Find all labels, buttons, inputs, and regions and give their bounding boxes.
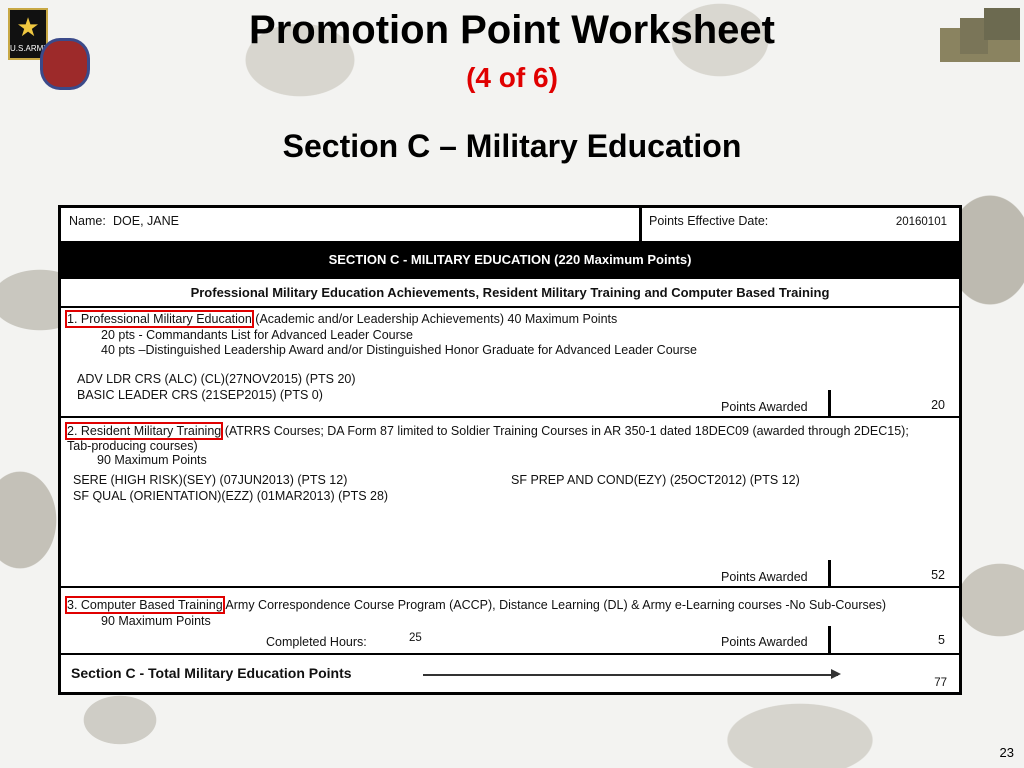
rmt-description: (ATRRS Courses; DA Form 87 limited to So… xyxy=(221,424,909,438)
pme-points: 20 xyxy=(931,398,945,412)
pme-rule-line: 40 pts –Distinguished Leadership Award a… xyxy=(101,343,697,357)
rmt-points: 52 xyxy=(931,568,945,582)
rmt-section: 2. Resident Military Training (ATRRS Cou… xyxy=(61,418,959,588)
cbt-title: 3. Computer Based Training xyxy=(65,596,225,614)
section-heading: Section C – Military Education xyxy=(282,128,742,164)
star-icon: ★ xyxy=(16,12,40,42)
section-header: SECTION C - MILITARY EDUCATION (220 Maxi… xyxy=(61,243,959,279)
total-label: Section C - Total Military Education Poi… xyxy=(71,665,352,681)
total-row: Section C - Total Military Education Poi… xyxy=(61,655,959,695)
cbt-section: 3. Computer Based Training Army Correspo… xyxy=(61,588,959,655)
hours-value: 25 xyxy=(409,632,422,644)
cbt-points: 5 xyxy=(938,633,945,647)
unit-crest-logo xyxy=(40,38,90,90)
name-label: Name: xyxy=(69,214,106,228)
cbt-max: 90 Maximum Points xyxy=(101,614,211,628)
logo-text: U.S.ARMY xyxy=(10,44,49,53)
slide-title: Promotion Point Worksheet xyxy=(249,8,775,52)
page-number: 23 xyxy=(999,745,1014,760)
points-awarded-label: Points Awarded xyxy=(721,635,808,649)
rmt-entry: SF QUAL (ORIENTATION)(EZZ) (01MAR2013) (… xyxy=(73,489,389,503)
rmt-entry: SF PREP AND COND(EZY) (25OCT2012) (PTS 1… xyxy=(511,473,800,487)
pme-description: (Academic and/or Leadership Achievements… xyxy=(251,312,618,326)
name-value: DOE, JANE xyxy=(113,214,179,228)
pme-entry: ADV LDR CRS (ALC) (CL)(27NOV2015) (PTS 2… xyxy=(77,372,356,386)
date-value: 20160101 xyxy=(895,216,947,228)
cbt-description: Army Correspondence Course Program (ACCP… xyxy=(222,598,887,612)
date-label: Points Effective Date: xyxy=(649,214,769,228)
sub-header: Professional Military Education Achievem… xyxy=(61,279,959,308)
arrow-icon xyxy=(423,674,838,676)
slide-subtitle: (4 of 6) xyxy=(466,62,558,93)
worksheet-form: Name: DOE, JANE Points Effective Date: 2… xyxy=(58,205,962,695)
pme-section: 1. Professional Military Education (Acad… xyxy=(61,308,959,418)
hours-label: Completed Hours: xyxy=(266,635,367,649)
pme-title: 1. Professional Military Education xyxy=(65,310,254,328)
rmt-max: 90 Maximum Points xyxy=(97,453,207,467)
rank-insignia-image xyxy=(940,8,1020,62)
pme-entry: BASIC LEADER CRS (21SEP2015) (PTS 0) xyxy=(77,388,323,402)
rmt-entry: SERE (HIGH RISK)(SEY) (07JUN2013) (PTS 1… xyxy=(73,473,348,487)
total-value: 77 xyxy=(934,677,947,689)
points-awarded-label: Points Awarded xyxy=(721,400,808,414)
rmt-title: 2. Resident Military Training xyxy=(64,422,224,440)
points-awarded-label: Points Awarded xyxy=(721,570,808,584)
army-logo: ★ U.S.ARMY xyxy=(8,8,49,60)
pme-rule-line: 20 pts - Commandants List for Advanced L… xyxy=(101,328,413,342)
name-row: Name: DOE, JANE Points Effective Date: 2… xyxy=(61,208,959,243)
rmt-description-cont: Tab-producing courses) xyxy=(67,439,198,453)
